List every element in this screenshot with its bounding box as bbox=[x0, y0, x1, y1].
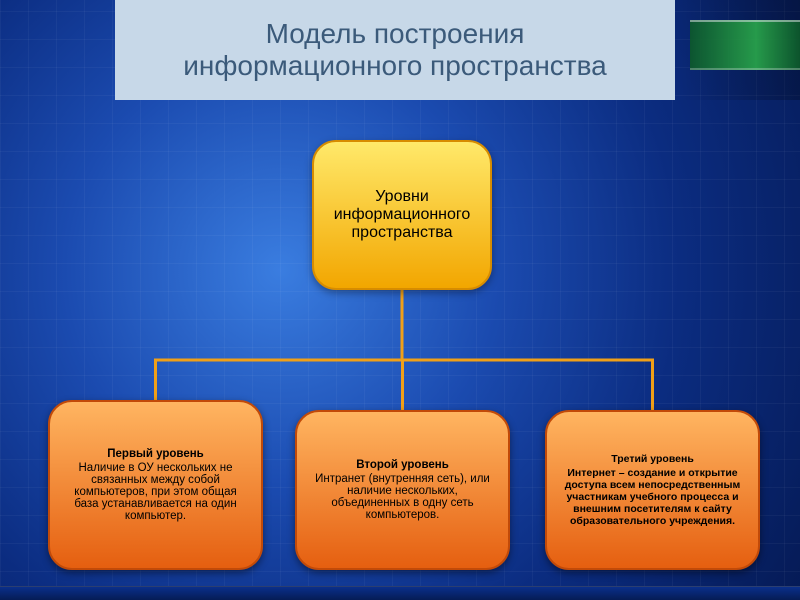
root-label: Уровни информационного пространства bbox=[326, 188, 478, 242]
leaf-node-level3: Третий уровень Интернет – создание и отк… bbox=[545, 410, 760, 570]
decor-bottom-rail bbox=[0, 586, 800, 600]
root-node: Уровни информационного пространства bbox=[312, 140, 492, 290]
slide-stage: Модель построения информационного простр… bbox=[0, 0, 800, 600]
title-line2: информационного пространства bbox=[183, 50, 607, 82]
leaf0-title: Первый уровень bbox=[62, 448, 249, 460]
leaf1-body: Интранет (внутренняя сеть), или наличие … bbox=[315, 473, 490, 521]
leaf0-body: Наличие в ОУ нескольких не связанных меж… bbox=[74, 462, 236, 522]
leaf1-title: Второй уровень bbox=[309, 459, 496, 471]
leaf2-body: Интернет – создание и открытие доступа в… bbox=[565, 467, 741, 527]
leaf2-title: Третий уровень bbox=[559, 453, 746, 465]
decor-green-bar bbox=[690, 20, 800, 70]
leaf-node-level1: Первый уровень Наличие в ОУ нескольких н… bbox=[48, 400, 263, 570]
leaf-node-level2: Второй уровень Интранет (внутренняя сеть… bbox=[295, 410, 510, 570]
title-band: Модель построения информационного простр… bbox=[115, 0, 675, 100]
title-line1: Модель построения bbox=[266, 18, 525, 50]
